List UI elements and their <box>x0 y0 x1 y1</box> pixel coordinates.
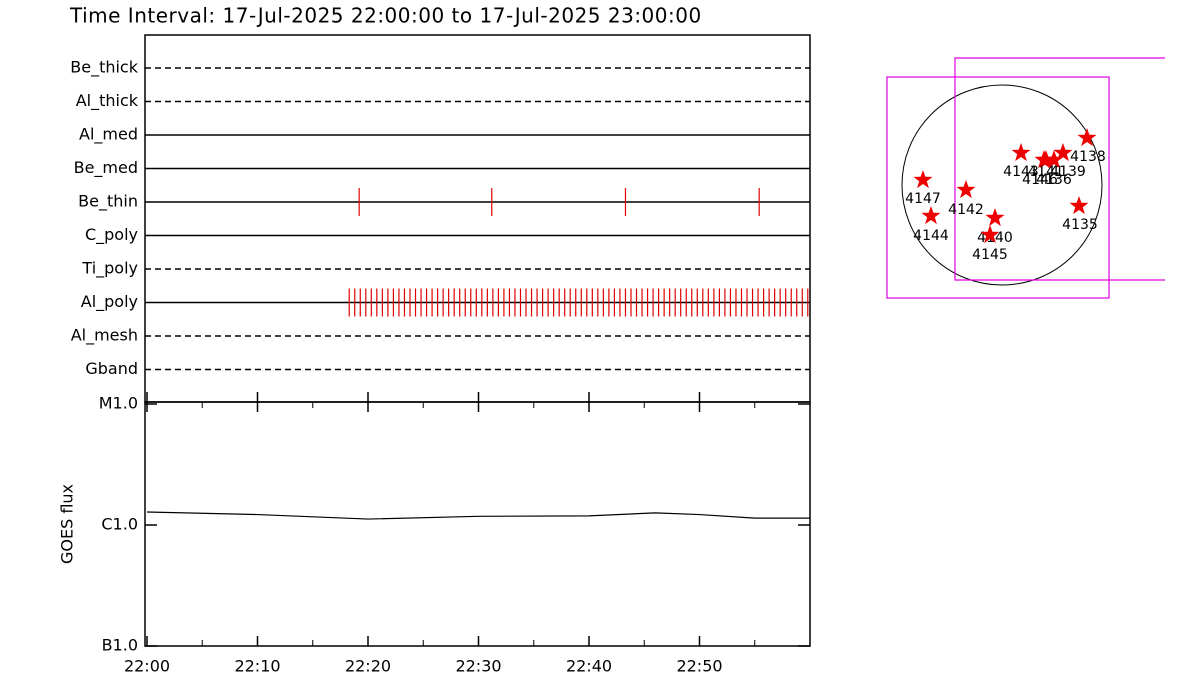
chart-title: Time Interval: 17-Jul-2025 22:00:00 to 1… <box>69 4 702 28</box>
x-tick-label: 22:40 <box>566 657 612 676</box>
row-label: Al_mesh <box>71 326 138 346</box>
row-label: Be_med <box>74 158 138 178</box>
region-star <box>1053 143 1073 162</box>
fov-box <box>954 57 1165 281</box>
goes-line <box>146 511 810 520</box>
y-tick-label: B1.0 <box>102 636 138 655</box>
x-tick-label: 22:20 <box>345 657 391 676</box>
row-label: Ti_poly <box>81 259 138 279</box>
y-tick-label: M1.0 <box>99 394 138 413</box>
region-label: 4146 <box>1022 172 1058 188</box>
region-label: 4147 <box>905 191 941 207</box>
fov-box <box>886 76 1110 299</box>
x-tick-label: 22:50 <box>676 657 722 676</box>
x-tick-label: 22:00 <box>124 657 170 676</box>
region-label: 4142 <box>948 202 984 218</box>
region-label: 4144 <box>913 228 949 244</box>
region-star <box>1011 143 1031 162</box>
row-label: Al_poly <box>81 292 138 312</box>
goes-frame <box>144 401 811 647</box>
region-label: 4136 <box>1036 172 1072 188</box>
y-tick-label: C1.0 <box>101 515 138 534</box>
region-label: 4138 <box>1070 149 1106 165</box>
region-star <box>956 180 976 199</box>
row-label: Gband <box>85 359 138 378</box>
row-label: Al_med <box>79 125 138 145</box>
row-label: Be_thin <box>78 192 138 212</box>
region-label: 4141 <box>1028 164 1064 180</box>
timeline-frame <box>144 34 811 403</box>
region-label: 4143 <box>1003 164 1039 180</box>
region-star <box>980 225 1000 244</box>
y-axis-label: GOES flux <box>58 484 77 564</box>
row-label: C_poly <box>85 225 138 245</box>
region-star <box>1034 150 1054 169</box>
x-tick-label: 22:30 <box>455 657 501 676</box>
solar-disk <box>901 84 1103 286</box>
region-label: 4145 <box>972 247 1008 263</box>
region-star <box>1069 196 1089 215</box>
region-label: 4135 <box>1062 217 1098 233</box>
region-star <box>921 206 941 225</box>
region-star <box>1077 128 1097 147</box>
row-label: Al_thick <box>76 91 139 111</box>
region-star <box>985 208 1005 227</box>
x-tick-label: 22:10 <box>234 657 280 676</box>
region-label: 4139 <box>1050 164 1086 180</box>
region-star <box>1044 150 1064 169</box>
region-star <box>913 170 933 189</box>
row-label: Be_thick <box>70 58 138 78</box>
